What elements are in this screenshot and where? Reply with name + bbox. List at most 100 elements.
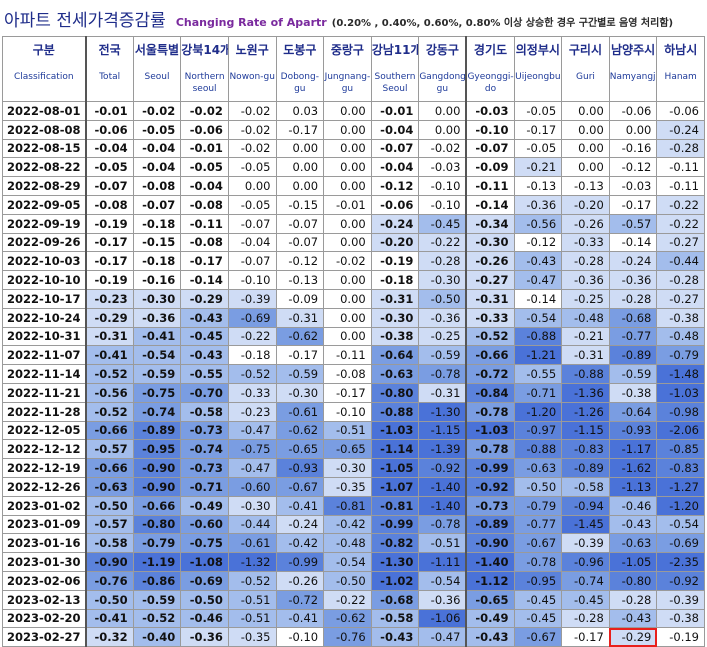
value-cell: -1.40 [465,552,515,572]
value-cell: -0.52 [465,326,515,347]
value-cell: -0.72 [465,364,515,384]
value-cell: -0.63 [84,476,134,497]
value-cell: -0.11 [465,176,515,196]
value-cell: -0.68 [608,307,658,328]
row-date: 2022-12-12 [1,439,87,460]
value-cell: -0.97 [513,420,563,441]
column-header-korean: 구리시 [568,43,603,57]
value-cell: -0.57 [608,213,658,234]
table-row: 2022-08-15 -0.04 -0.04 -0.01 -0.02 0.00 0.00 -0… [1,138,705,159]
value-cell: -1.08 [180,552,229,572]
column-header: 경기도 Gyeonggi-do [465,36,515,102]
value-cell: -0.49 [180,495,229,516]
value-cell: -0.48 [323,533,372,554]
value-cell: -0.26 [561,213,610,234]
value-cell: -0.41 [275,495,325,516]
value-cell: -0.51 [227,589,277,610]
value-cell: -0.50 [513,476,563,497]
value-cell: -0.81 [370,495,420,516]
column-header-korean: 강남11개 [371,43,419,57]
value-cell: -0.99 [370,514,420,535]
column-header-korean: 강북14개 [181,43,229,57]
value-cell: -0.86 [132,570,182,591]
value-cell: -0.33 [227,382,277,403]
row-date: 2022-08-01 [1,101,87,121]
value-cell: -0.69 [656,533,705,554]
value-cell: -0.59 [132,589,182,610]
table-row: 2022-12-26 -0.63 -0.90 -0.71 -0.60 -0.67 -0.35… [1,476,705,497]
table-row: 2023-02-06 -0.76 -0.86 -0.69 -0.52 -0.26 -0.50… [1,570,705,591]
column-header-korean: 노원구 [235,43,269,57]
value-cell: -0.36 [132,307,182,328]
value-cell: -0.25 [561,288,610,309]
value-cell: -0.05 [227,157,277,178]
value-cell: -0.28 [608,288,658,309]
value-cell: -0.63 [370,364,420,384]
value-cell: -0.20 [561,194,610,215]
value-cell: -0.31 [418,382,467,403]
table-row: 2022-10-24 -0.29 -0.36 -0.43 -0.69 -0.31 0.00-… [1,307,705,328]
value-cell: -0.92 [656,570,705,591]
value-cell: -0.07 [275,213,325,234]
value-cell: -0.82 [370,533,420,554]
value-cell: -0.36 [561,270,610,290]
value-cell: -0.36 [608,270,658,290]
value-cell: -0.55 [180,364,229,384]
value-cell: -0.02 [323,251,372,272]
value-cell: -0.21 [561,326,610,347]
value-cell: -0.12 [275,251,325,272]
row-date: 2023-02-13 [1,589,87,610]
row-date: 2022-11-07 [1,345,87,366]
value-cell: -0.23 [227,401,277,422]
value-cell: -1.48 [656,364,705,384]
value-cell: -0.13 [275,270,325,290]
value-cell: -0.24 [370,213,420,234]
column-header-english: Guri [576,72,595,82]
value-cell: -0.62 [275,420,325,441]
value-cell: -0.03 [608,176,658,196]
row-date: 2022-09-05 [1,194,87,215]
value-cell: -0.03 [465,101,515,121]
value-cell: -0.62 [323,608,372,629]
value-cell: -0.83 [561,439,610,460]
value-cell: -0.34 [465,213,515,234]
value-cell: -0.31 [561,345,610,366]
value-cell: -0.54 [132,345,182,366]
value-cell: -0.07 [84,176,134,196]
value-cell: -0.05 [227,194,277,215]
value-cell: -0.65 [465,589,515,610]
value-cell: -0.93 [275,458,325,478]
column-header: 노원구 Nowon-gu [227,36,277,102]
value-cell: -0.90 [132,458,182,478]
value-cell: -0.14 [180,270,229,290]
table-row: 2023-01-16 -0.58 -0.79 -0.75 -0.61 -0.42 -0.48… [1,533,705,554]
value-cell: -0.65 [275,439,325,460]
table-row: 2022-09-19 -0.19 -0.18 -0.11 -0.07 -0.07 0.00-… [1,213,705,234]
value-cell: -1.32 [227,552,277,572]
table-body: 2022-08-01 -0.01 -0.02 -0.02 -0.02 0.03 0.00 -0… [1,101,705,647]
value-cell: 0.00 [323,307,372,328]
column-header-korean: 경기도 [473,43,508,57]
column-header: 강동구 Gangdong-gu [418,36,467,102]
value-cell: -0.12 [608,157,658,178]
value-cell: -0.67 [513,533,563,554]
value-cell: -0.38 [370,326,420,347]
value-cell: -0.96 [561,552,610,572]
value-cell: -0.14 [513,288,563,309]
value-cell: 0.00 [275,176,325,196]
table-row: 2022-11-21 -0.56 -0.75 -0.70 -0.33 -0.30 -0.17… [1,382,705,403]
value-cell: -0.43 [608,608,658,629]
value-cell: -0.90 [465,533,515,554]
value-cell: -0.47 [513,270,563,290]
value-cell: -0.59 [132,364,182,384]
value-cell: -0.43 [608,514,658,535]
table-row: 2022-10-03 -0.17 -0.18 -0.17 -0.07 -0.12 -0.02… [1,251,705,272]
value-cell: -0.22 [656,213,705,234]
row-date: 2022-12-26 [1,476,87,497]
table-row: 2023-02-13 -0.50 -0.59 -0.50 -0.51 -0.72 -0.22… [1,589,705,610]
value-cell: -0.30 [465,232,515,253]
value-cell: -1.30 [370,552,420,572]
column-header-english: Gangdong-gu [419,72,467,94]
value-cell: -0.50 [84,495,134,516]
column-header: 중랑구 Jungnang-gu [323,36,372,102]
